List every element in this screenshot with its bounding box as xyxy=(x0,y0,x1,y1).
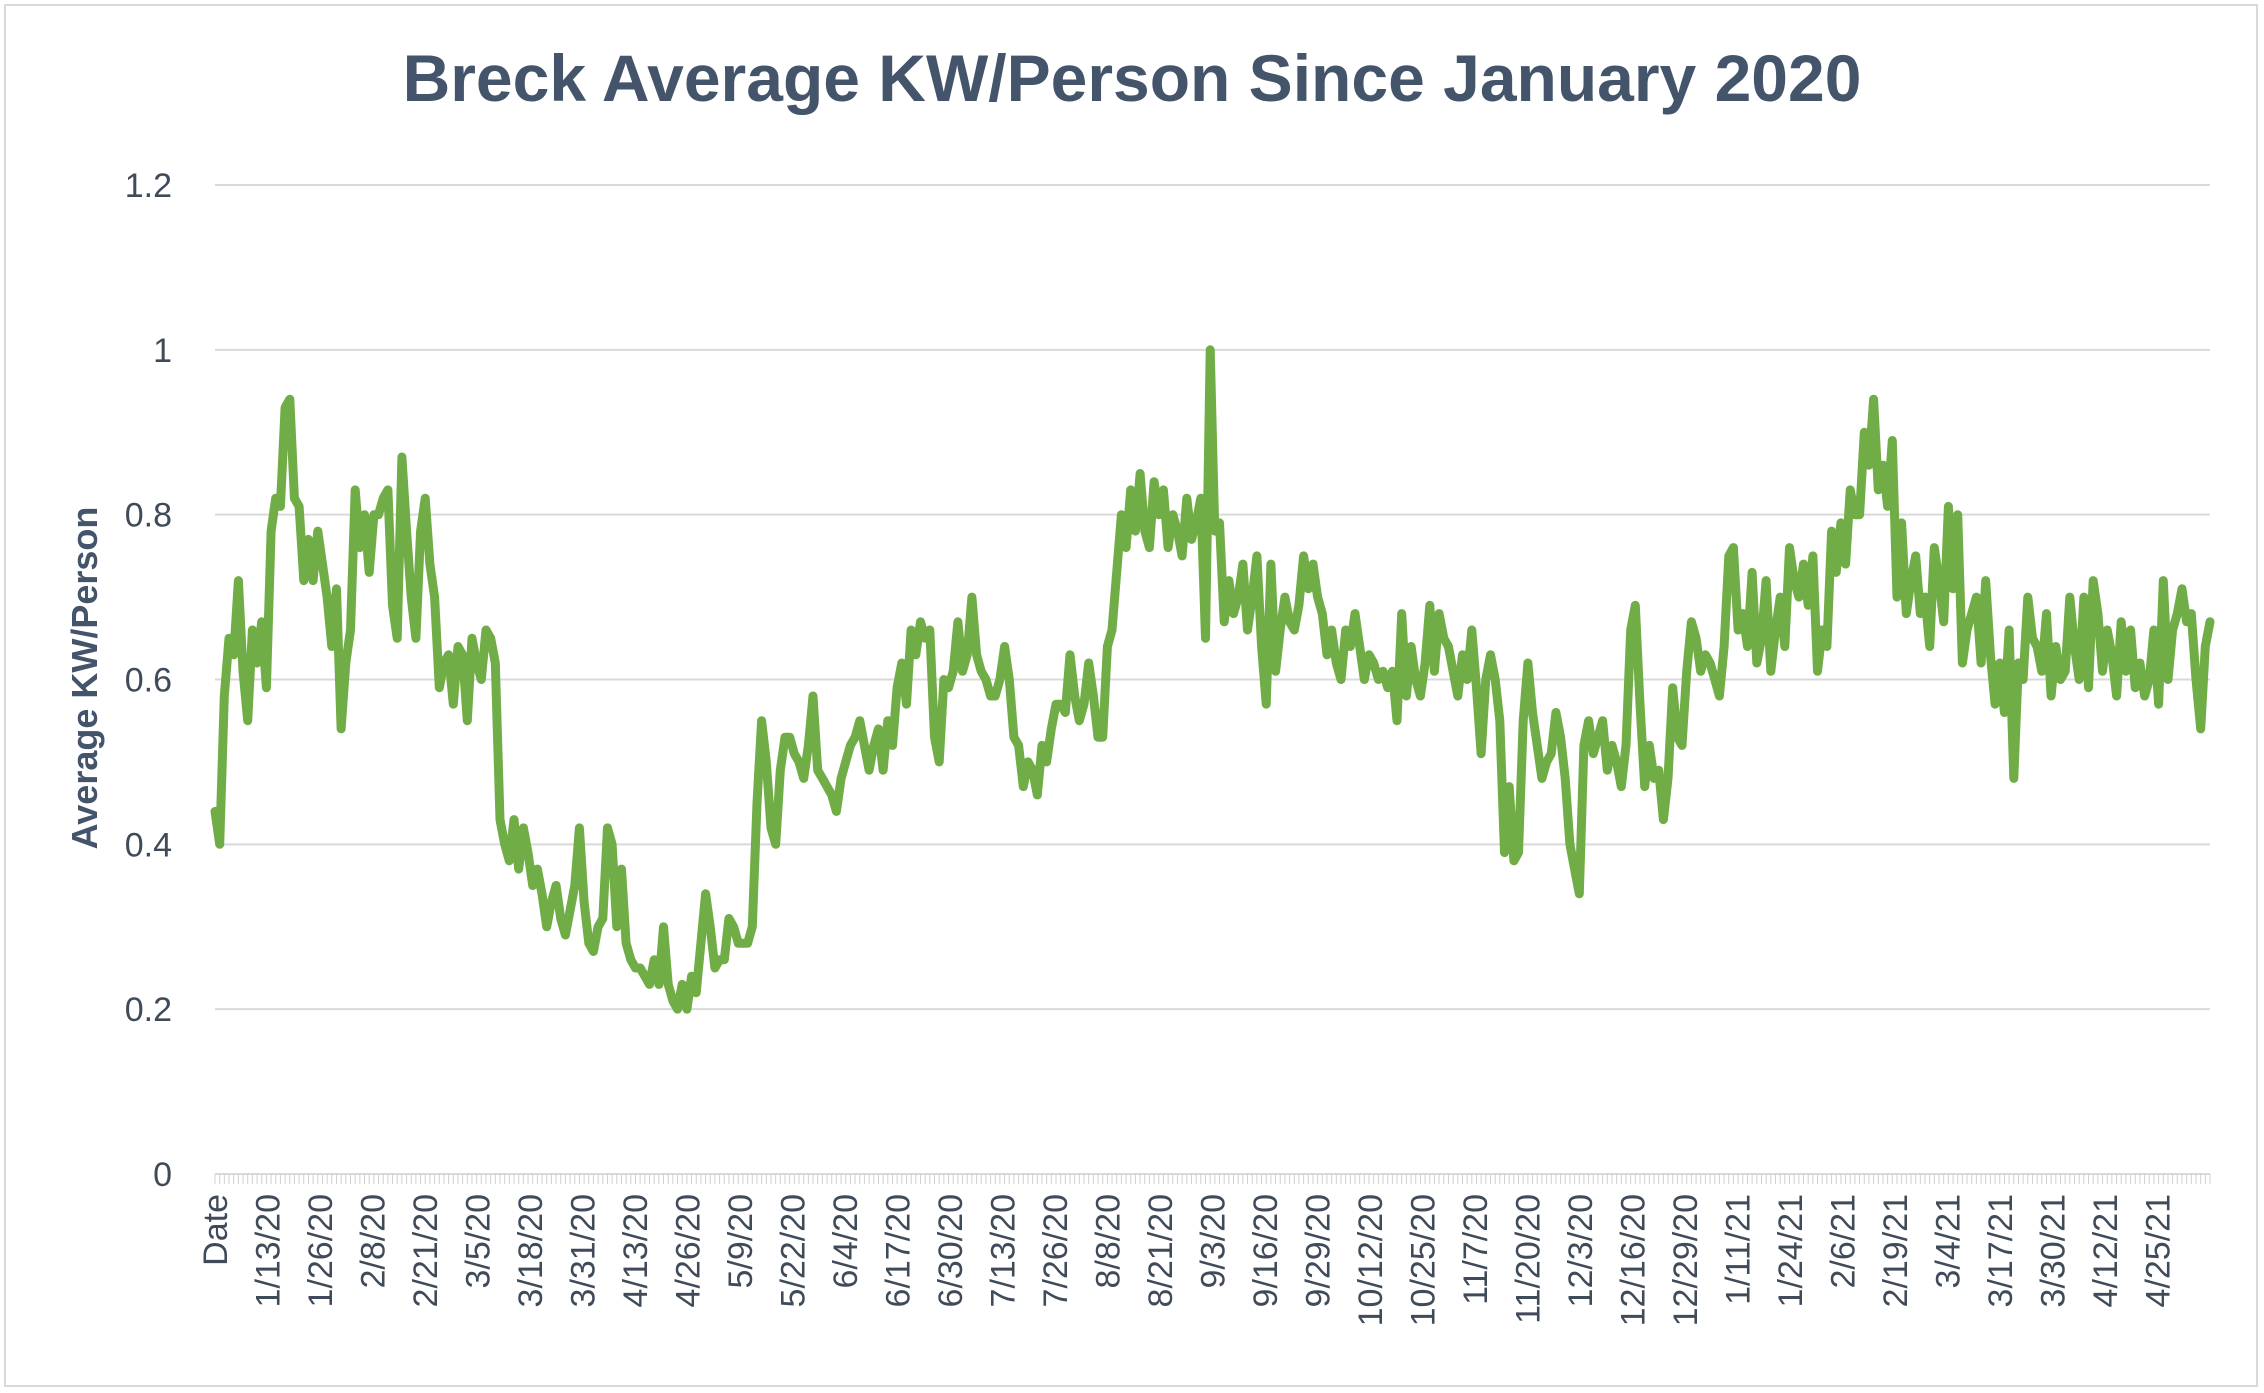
x-tick-label: 1/26/20 xyxy=(302,1194,340,1307)
x-tick-label: 6/17/20 xyxy=(880,1194,918,1307)
x-tick-label: 2/8/20 xyxy=(355,1194,393,1289)
x-tick-label: 10/25/20 xyxy=(1405,1194,1443,1326)
x-tick-label: 2/19/21 xyxy=(1877,1194,1915,1307)
y-tick-label: 1.2 xyxy=(125,167,172,205)
x-tick-label: 7/13/20 xyxy=(985,1194,1023,1307)
x-tick-label: 6/4/20 xyxy=(827,1194,865,1289)
x-tick-label: 10/12/20 xyxy=(1352,1194,1390,1326)
x-tick-label: 3/5/20 xyxy=(460,1194,498,1289)
y-tick-label: 0.2 xyxy=(125,991,172,1029)
x-tick-label: 2/6/21 xyxy=(1825,1194,1863,1289)
x-axis-ticks: Date 1/13/20 1/26/20 2/8/20 2/21/20 3/5/20 3/1… xyxy=(197,1194,2178,1326)
x-tick-label: 9/29/20 xyxy=(1300,1194,1338,1307)
x-tick-label: 12/29/20 xyxy=(1667,1194,1705,1326)
x-tick-label: 5/9/20 xyxy=(722,1194,760,1289)
x-tick-label: 11/20/20 xyxy=(1510,1194,1548,1324)
x-tick-label: 6/30/20 xyxy=(932,1194,970,1307)
x-tick-label: 3/18/20 xyxy=(512,1194,550,1307)
x-tick-label: 1/11/21 xyxy=(1720,1194,1758,1305)
x-tick-label: 4/12/21 xyxy=(2087,1194,2125,1307)
chart-title: Breck Average KW/Person Since January 20… xyxy=(402,41,1862,115)
x-tick-label: 4/26/20 xyxy=(670,1194,708,1307)
x-tick-label: 3/4/21 xyxy=(1930,1194,1968,1289)
x-tick-label: 3/17/21 xyxy=(1982,1194,2020,1307)
x-tick-label: 5/22/20 xyxy=(775,1194,813,1307)
y-axis-label: Average KW/Person xyxy=(64,507,105,850)
x-tick-label: 3/31/20 xyxy=(565,1194,603,1307)
x-axis xyxy=(214,1173,2211,1184)
x-tick-label: 1/24/21 xyxy=(1772,1194,1810,1307)
series-line xyxy=(210,345,2215,1014)
y-tick-label: 0.4 xyxy=(125,826,172,864)
x-tick-label: 11/7/20 xyxy=(1457,1194,1495,1305)
x-tick-label: 9/16/20 xyxy=(1247,1194,1285,1307)
x-tick-label: 7/26/20 xyxy=(1037,1194,1075,1307)
x-tick-label: 2/21/20 xyxy=(407,1194,445,1307)
x-tick-label: 8/21/20 xyxy=(1142,1194,1180,1307)
x-tick-label: 1/13/20 xyxy=(250,1194,288,1307)
x-tick-label: 4/13/20 xyxy=(617,1194,655,1307)
y-tick-label: 0.8 xyxy=(125,497,172,535)
y-tick-label: 0.6 xyxy=(125,662,172,700)
x-tick-label: 12/3/20 xyxy=(1562,1194,1600,1307)
x-tick-label: 12/16/20 xyxy=(1615,1194,1653,1326)
y-axis-ticks: 0 0.2 0.4 0.6 0.8 1 1.2 xyxy=(125,167,172,1194)
chart-frame xyxy=(4,4,2258,1387)
x-tick-label: 9/3/20 xyxy=(1195,1194,1233,1289)
y-tick-label: 1 xyxy=(153,332,172,370)
x-tick-label: Date xyxy=(197,1194,235,1266)
x-tick-label: 8/8/20 xyxy=(1090,1194,1128,1289)
x-tick-label: 3/30/21 xyxy=(2035,1194,2073,1307)
x-tick-label: 4/25/21 xyxy=(2140,1194,2178,1307)
y-tick-label: 0 xyxy=(153,1156,172,1194)
